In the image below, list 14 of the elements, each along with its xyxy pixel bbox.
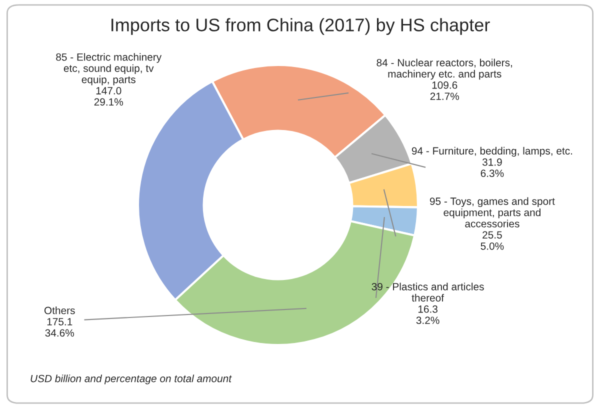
data-label: 175.1 34.6% <box>45 318 74 337</box>
data-label: 109.6 21.7% <box>430 81 459 100</box>
slice-label: 84 - Nuclear reactors, boilers, machinery etc. and parts <box>376 58 512 80</box>
slice-label: Others <box>44 306 75 314</box>
slice-label: 94 - Furniture, bedding, lamps, etc. <box>412 146 572 157</box>
data-label: 16.3 3.2% <box>416 305 440 324</box>
data-label: 25.5 5.0% <box>480 231 504 250</box>
slice-label: 39 - Plastics and articles thereof <box>372 282 484 302</box>
chart-title: Imports to US from China (2017) by HS chapter <box>112 18 490 35</box>
data-label: 147.0 29.1% <box>94 87 123 106</box>
text: USD billion and percentage on total amount <box>30 374 232 384</box>
slice-label: 85 - Electric machinery etc, sound equip, tv equip, parts <box>56 53 162 86</box>
data-label: 31.9 6.3% <box>480 158 504 178</box>
slice-label: 95 - Toys, games and sport equipment, parts and accessories <box>430 197 555 228</box>
